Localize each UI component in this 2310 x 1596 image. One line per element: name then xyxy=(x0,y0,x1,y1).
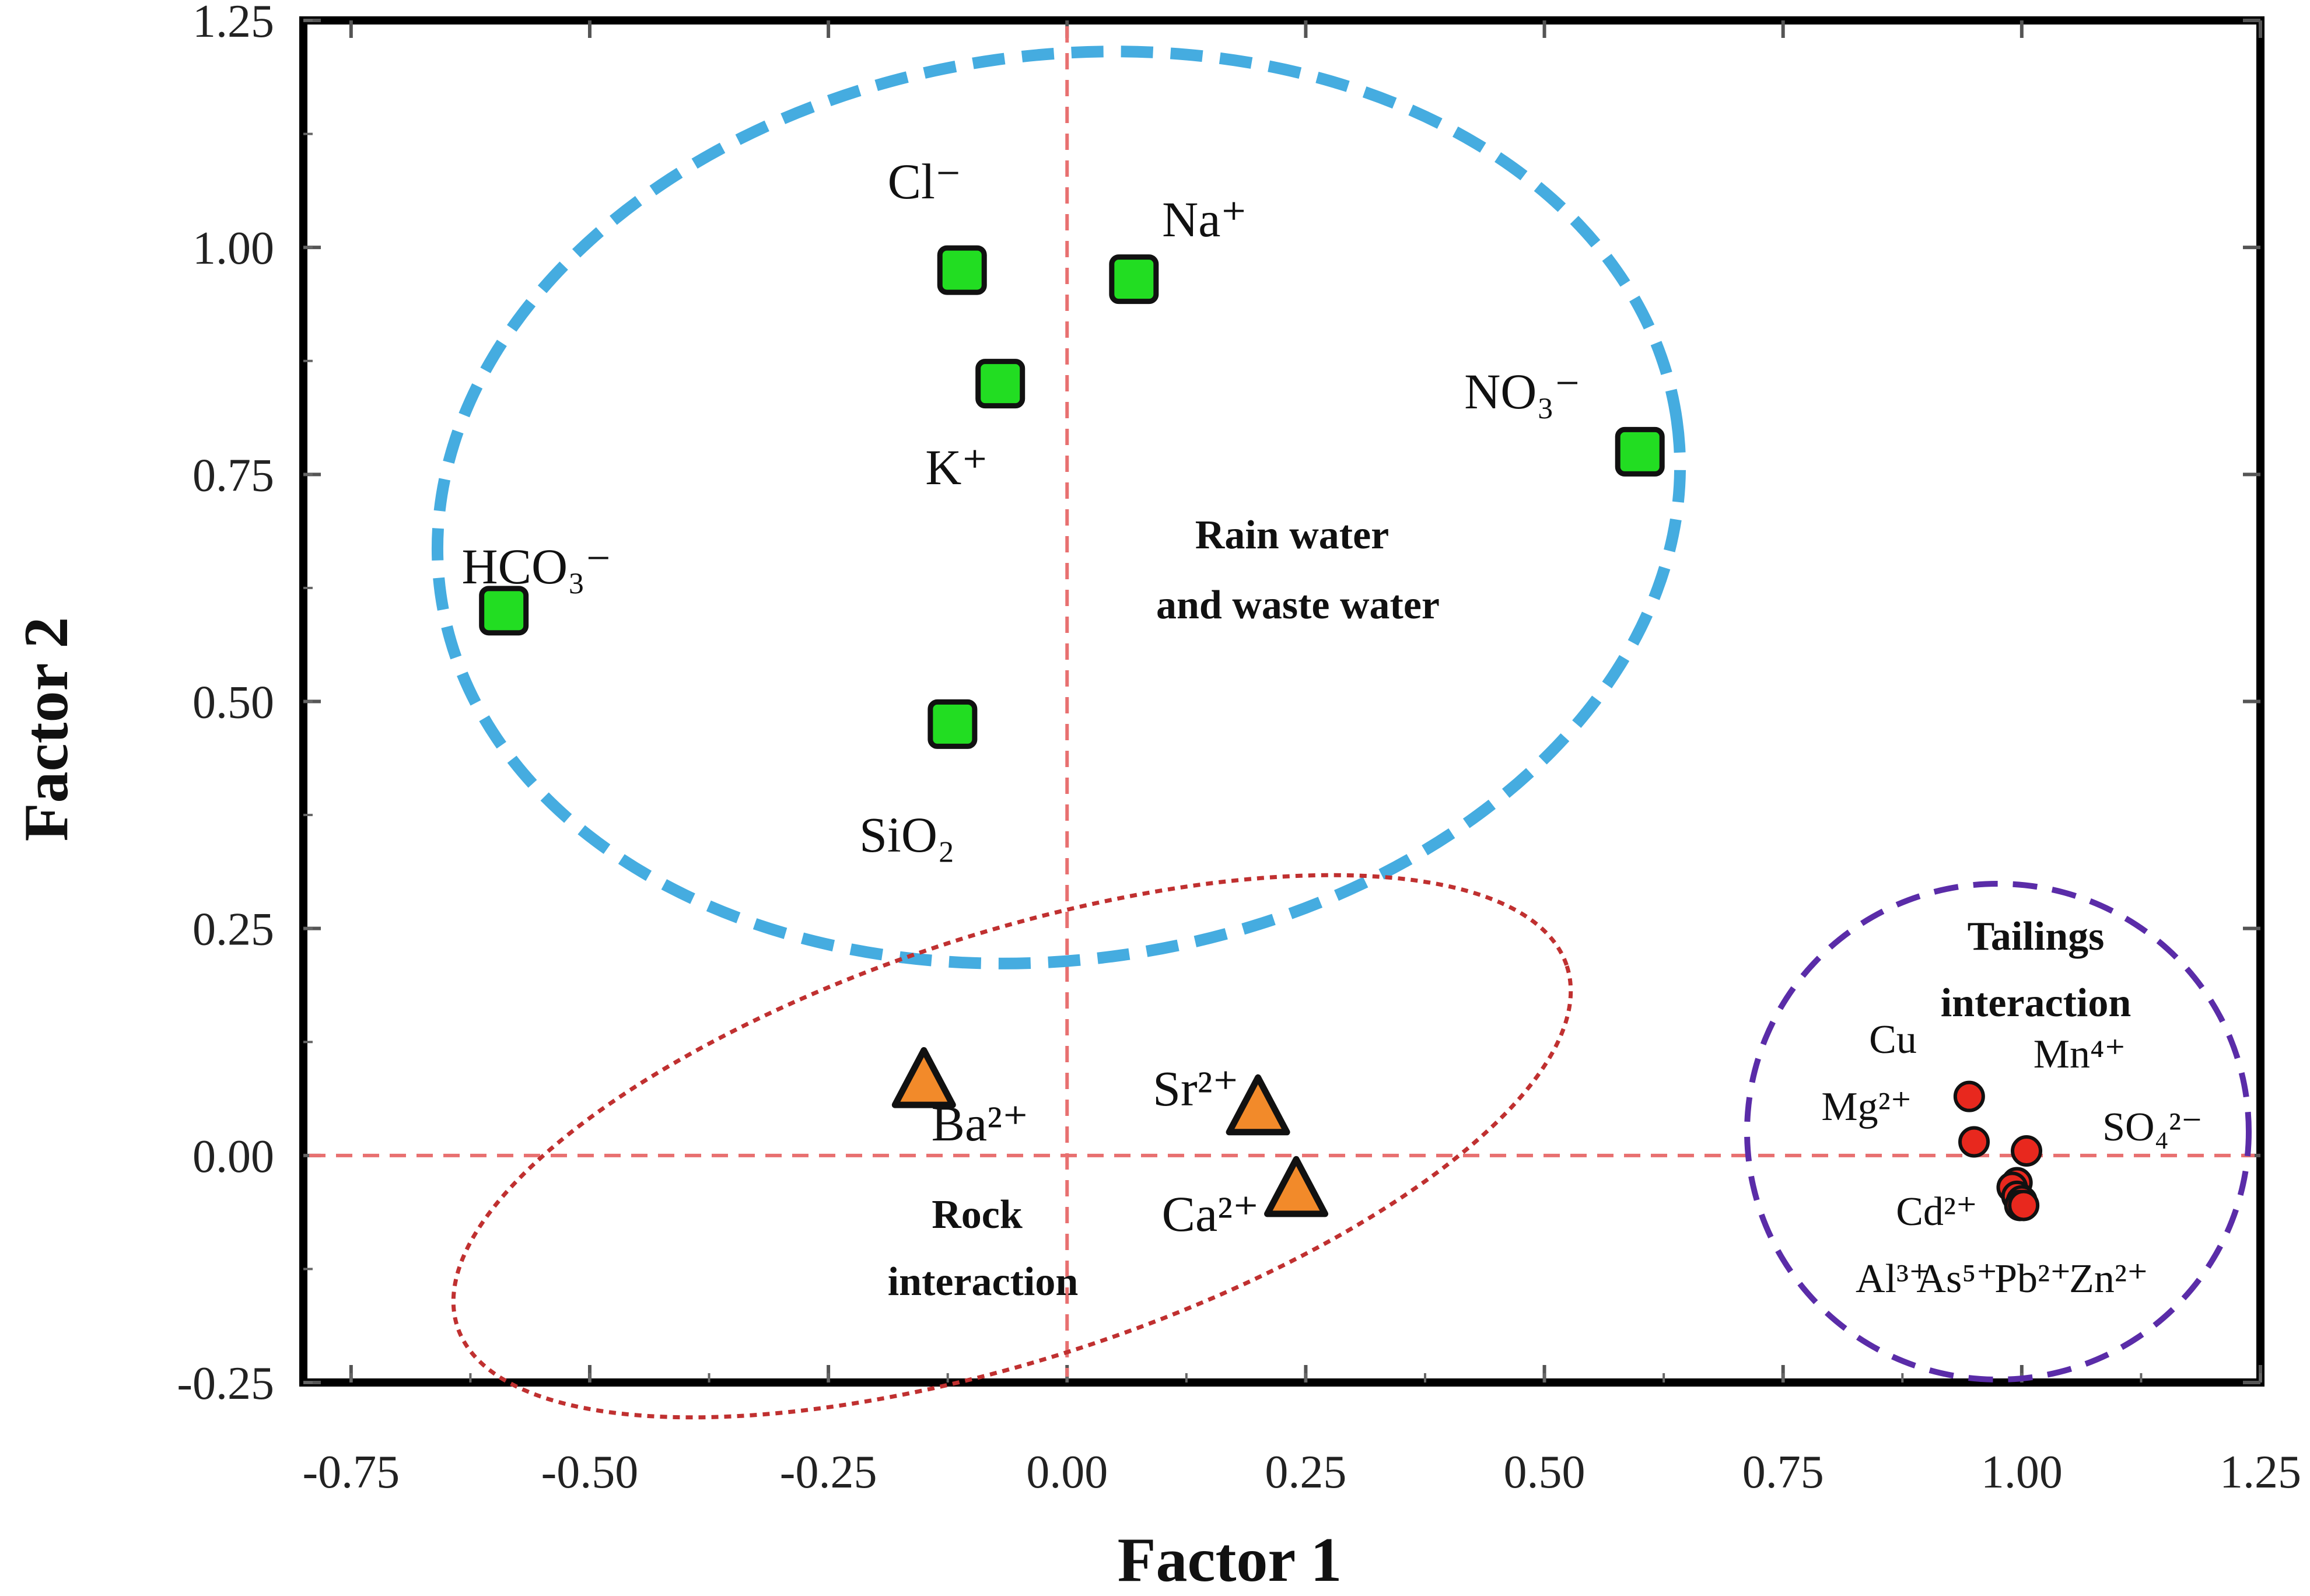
al-label: Al³⁺ xyxy=(1856,1256,1930,1301)
mn-marker xyxy=(2011,1135,2043,1167)
tailings-group-outline xyxy=(1744,881,2252,1382)
rock-group-outline xyxy=(451,873,1573,1420)
x-tick-label: -0.25 xyxy=(780,1447,877,1498)
so-label: SO₄²⁻ xyxy=(2102,1105,2203,1150)
sio-marker xyxy=(928,699,978,749)
hco-label: HCO₃⁻ xyxy=(462,538,612,594)
pb-label: Pb²⁺ xyxy=(1994,1256,2071,1301)
x-tick-label: 0.75 xyxy=(1742,1447,1824,1498)
y-axis-title: Factor 2 xyxy=(12,617,81,842)
x-tick-label: 1.00 xyxy=(1981,1447,2063,1498)
k-label: K⁺ xyxy=(925,439,988,495)
ba-marker xyxy=(891,1047,956,1108)
hco-marker xyxy=(479,586,529,636)
group-label-rock-line2: interaction xyxy=(888,1259,1079,1304)
data-markers xyxy=(479,245,2043,1222)
cd-label: Cd²⁺ xyxy=(1896,1189,1978,1234)
plot-frame xyxy=(299,16,2264,1387)
group-label-tailings-line2: interaction xyxy=(1941,981,2132,1026)
zn-marker xyxy=(2008,1189,2040,1222)
group-label-rain-line1: Rain water xyxy=(1195,513,1389,558)
mg-label: Mg²⁺ xyxy=(1821,1084,1912,1129)
point-labels: Cl⁻ Na⁺ K⁺ NO₃⁻ HCO₃⁻ SiO₂ Ba²⁺ Sr²⁺ Ca²⁺ Cu Mg²⁺ M… xyxy=(462,153,2203,1301)
reference-lines xyxy=(309,26,2255,1377)
x-tick-label: 1.25 xyxy=(2220,1447,2301,1498)
ca-label: Ca²⁺ xyxy=(1162,1186,1259,1242)
as-label: As⁵⁺ xyxy=(1916,1256,1997,1301)
x-tick-label: 0.25 xyxy=(1265,1447,1346,1498)
y-tick-label: 0.25 xyxy=(192,904,274,956)
mn-label: Mn⁴⁺ xyxy=(2034,1032,2126,1077)
ticks-layer: -0.75 -0.50 -0.25 0.00 0.25 0.50 0.75 1.00 1.25 -… xyxy=(177,0,2301,1498)
y-tick-label: 1.25 xyxy=(192,0,274,47)
x-axis-title: Factor 1 xyxy=(1118,1525,1342,1595)
ba-label: Ba²⁺ xyxy=(932,1096,1029,1152)
group-label-rock-line1: Rock xyxy=(932,1192,1023,1237)
rain-water-group-outline xyxy=(431,46,1686,970)
group-outlines xyxy=(431,46,2252,1420)
k-marker xyxy=(975,359,1026,409)
y-tick-label: 1.00 xyxy=(192,223,274,274)
x-tick-label: -0.75 xyxy=(303,1447,400,1498)
cu-marker xyxy=(1953,1080,1985,1112)
x-tick-label: -0.50 xyxy=(541,1447,639,1498)
zn-label: Zn²⁺ xyxy=(2069,1256,2148,1301)
cl-label: Cl⁻ xyxy=(888,153,962,209)
na-label: Na⁺ xyxy=(1162,191,1247,247)
group-label-rain-line2: and waste water xyxy=(1156,583,1440,628)
no-marker xyxy=(1615,426,1665,477)
group-label-tailings-line1: Tailings xyxy=(1968,914,2105,959)
sio-label: SiO₂ xyxy=(859,807,955,863)
na-marker xyxy=(1109,254,1159,304)
x-tick-label: 0.00 xyxy=(1026,1447,1108,1498)
sr-label: Sr²⁺ xyxy=(1153,1060,1239,1116)
ca-marker xyxy=(1264,1156,1329,1217)
no-label: NO₃⁻ xyxy=(1464,363,1581,419)
cu-label: Cu xyxy=(1869,1017,1917,1062)
x-tick-label: 0.50 xyxy=(1504,1447,1586,1498)
y-tick-label: 0.00 xyxy=(192,1131,274,1182)
y-tick-label: 0.75 xyxy=(192,450,274,501)
y-tick-label: 0.50 xyxy=(192,677,274,729)
sr-marker xyxy=(1226,1074,1290,1136)
y-tick-label: -0.25 xyxy=(177,1358,274,1409)
mg-marker xyxy=(1958,1126,1990,1158)
cl-marker xyxy=(937,245,987,295)
